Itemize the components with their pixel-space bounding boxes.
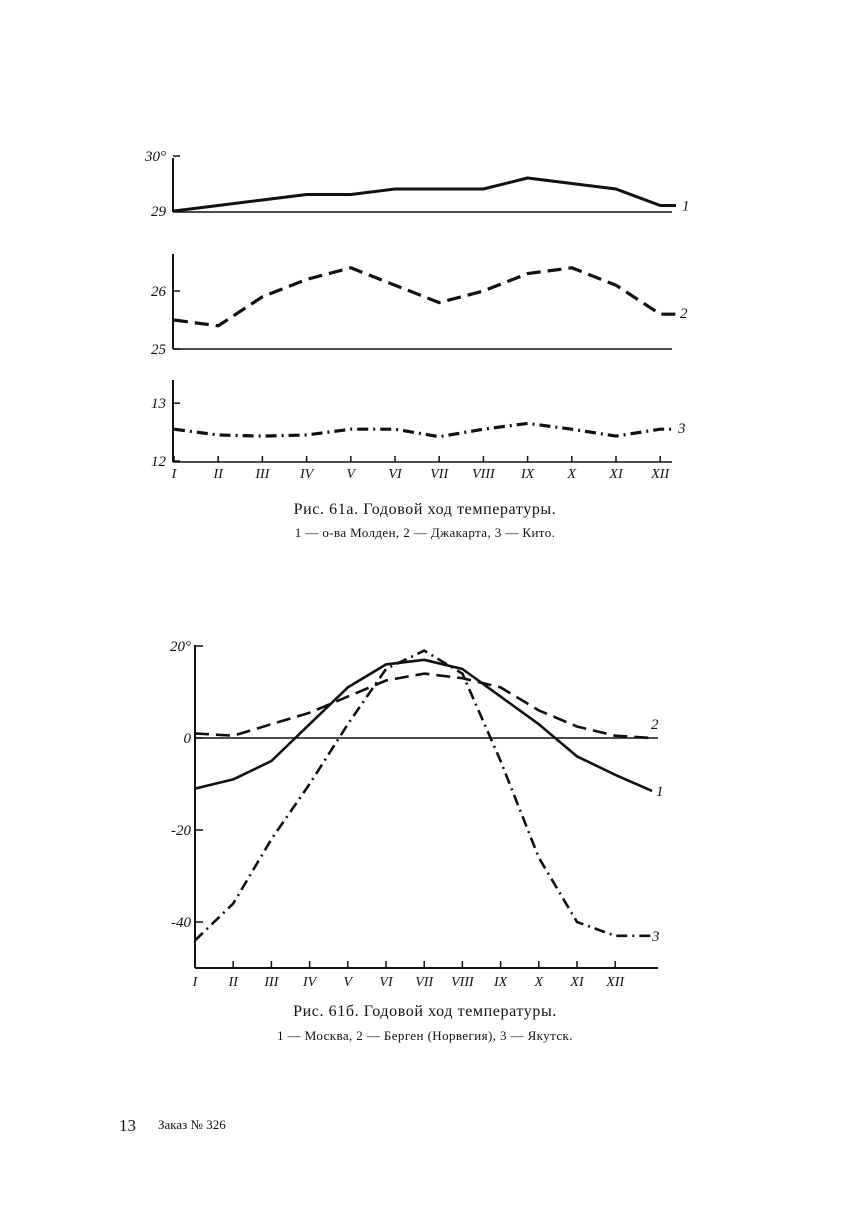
fig61a-axes	[172, 155, 672, 463]
fig61b-xtick-label: VIII	[451, 975, 475, 990]
fig61b-xtick-label: XII	[605, 975, 625, 990]
fig61b-series-1-line	[194, 658, 653, 793]
fig61a-series-1-label: 1	[682, 199, 690, 215]
fig61a-xtick-label: X	[567, 467, 577, 482]
fig61b-xtick-label: V	[344, 975, 354, 990]
fig61a-panel1-ytick-label: 29	[151, 204, 167, 220]
fig61a-panel2-ytick-label: 25	[151, 342, 167, 358]
fig61b-caption-title: Рис. 61б. Годовой ход температуры.	[293, 1003, 557, 1020]
fig61a-xtick-label: II	[213, 467, 225, 482]
fig61a-xtick-label: VIII	[472, 467, 496, 482]
fig61a-xtick-label: VII	[430, 467, 449, 482]
fig61a-caption-title: Рис. 61а. Годовой ход температуры.	[294, 501, 557, 518]
fig61a-panel2-ytick-label: 26	[151, 284, 167, 300]
fig61b-caption-legend: 1 — Москва, 2 — Берген (Норвегия), 3 — Я…	[277, 1028, 573, 1043]
fig61a-series-2-label: 2	[680, 306, 688, 322]
fig61b-xtick-label: X	[534, 975, 544, 990]
fig61a-xtick-label: IV	[299, 467, 315, 482]
fig61b-xtick-label: IV	[302, 975, 318, 990]
fig61b-xtick-label: VII	[415, 975, 434, 990]
fig61a-xtick-label: XI	[608, 467, 624, 482]
fig61b-series-3-label: 3	[651, 929, 660, 945]
fig61b-xtick-label: IX	[493, 975, 508, 990]
fig61a-caption-legend: 1 — о-ва Молден, 2 — Джакарта, 3 — Кито.	[295, 525, 556, 540]
fig61a-xtick-label: XII	[650, 467, 670, 482]
fig61a-xtick-label: V	[347, 467, 357, 482]
fig61a-series-3-line	[173, 421, 676, 439]
fig61b-axes	[194, 645, 658, 969]
fig61b-ytick-label: -40	[171, 915, 191, 931]
page-number: 13	[119, 1116, 136, 1135]
fig61b-series-3-line	[194, 649, 652, 942]
fig61b-xtick-label: VI	[379, 975, 394, 990]
fig61b-series-2-label: 2	[651, 717, 659, 733]
fig61a-panel3-ytick-label: 13	[151, 396, 166, 412]
fig61a-panel1-ytick-label: 30°	[144, 149, 166, 165]
fig61b-series-1-label: 1	[656, 784, 664, 800]
fig61b-ytick-label: 0	[184, 731, 192, 747]
fig61a-panel3-ytick-label: 12	[151, 454, 167, 470]
fig61b-xtick-label: XI	[569, 975, 585, 990]
fig61b-ytick-label: 20°	[170, 639, 191, 655]
fig61a-series-3-label: 3	[677, 421, 686, 437]
fig61b-ytick-label: -20	[171, 823, 191, 839]
fig61b-xtick-label: II	[228, 975, 240, 990]
fig61a-xtick-label: VI	[388, 467, 403, 482]
fig61b-series-2-line	[194, 672, 653, 740]
fig61b-lines	[194, 649, 653, 942]
fig61b-xtick-label: III	[263, 975, 279, 990]
order-number: Заказ № 326	[158, 1117, 226, 1132]
fig61a-lines	[173, 176, 676, 439]
fig61a-series-1-line	[173, 176, 676, 213]
fig61a-xtick-label: IX	[520, 467, 535, 482]
fig61b-xtick-label: I	[192, 975, 199, 990]
fig61a-xtick-label: I	[171, 467, 178, 482]
fig61a-series-2-line	[173, 266, 676, 328]
fig61a-xtick-label: III	[254, 467, 270, 482]
